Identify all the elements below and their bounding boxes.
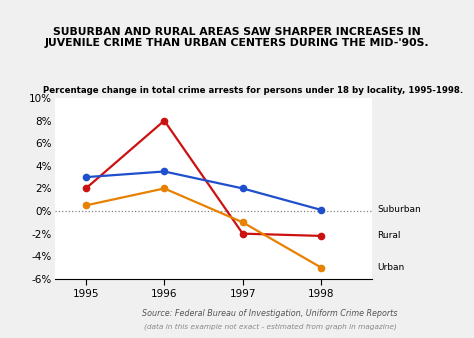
Text: (data in this example not exact - estimated from graph in magazine): (data in this example not exact - estima… bbox=[144, 324, 397, 331]
Text: Urban: Urban bbox=[378, 263, 405, 272]
Text: Source: Federal Bureau of Investigation, Uniform Crime Reports: Source: Federal Bureau of Investigation,… bbox=[143, 309, 398, 318]
Text: Rural: Rural bbox=[378, 232, 401, 240]
Text: Suburban: Suburban bbox=[378, 206, 421, 214]
Text: Percentage change in total crime arrests for persons under 18 by locality, 1995-: Percentage change in total crime arrests… bbox=[43, 86, 463, 95]
Text: SUBURBAN AND RURAL AREAS SAW SHARPER INCREASES IN
JUVENILE CRIME THAN URBAN CENT: SUBURBAN AND RURAL AREAS SAW SHARPER INC… bbox=[45, 26, 429, 48]
